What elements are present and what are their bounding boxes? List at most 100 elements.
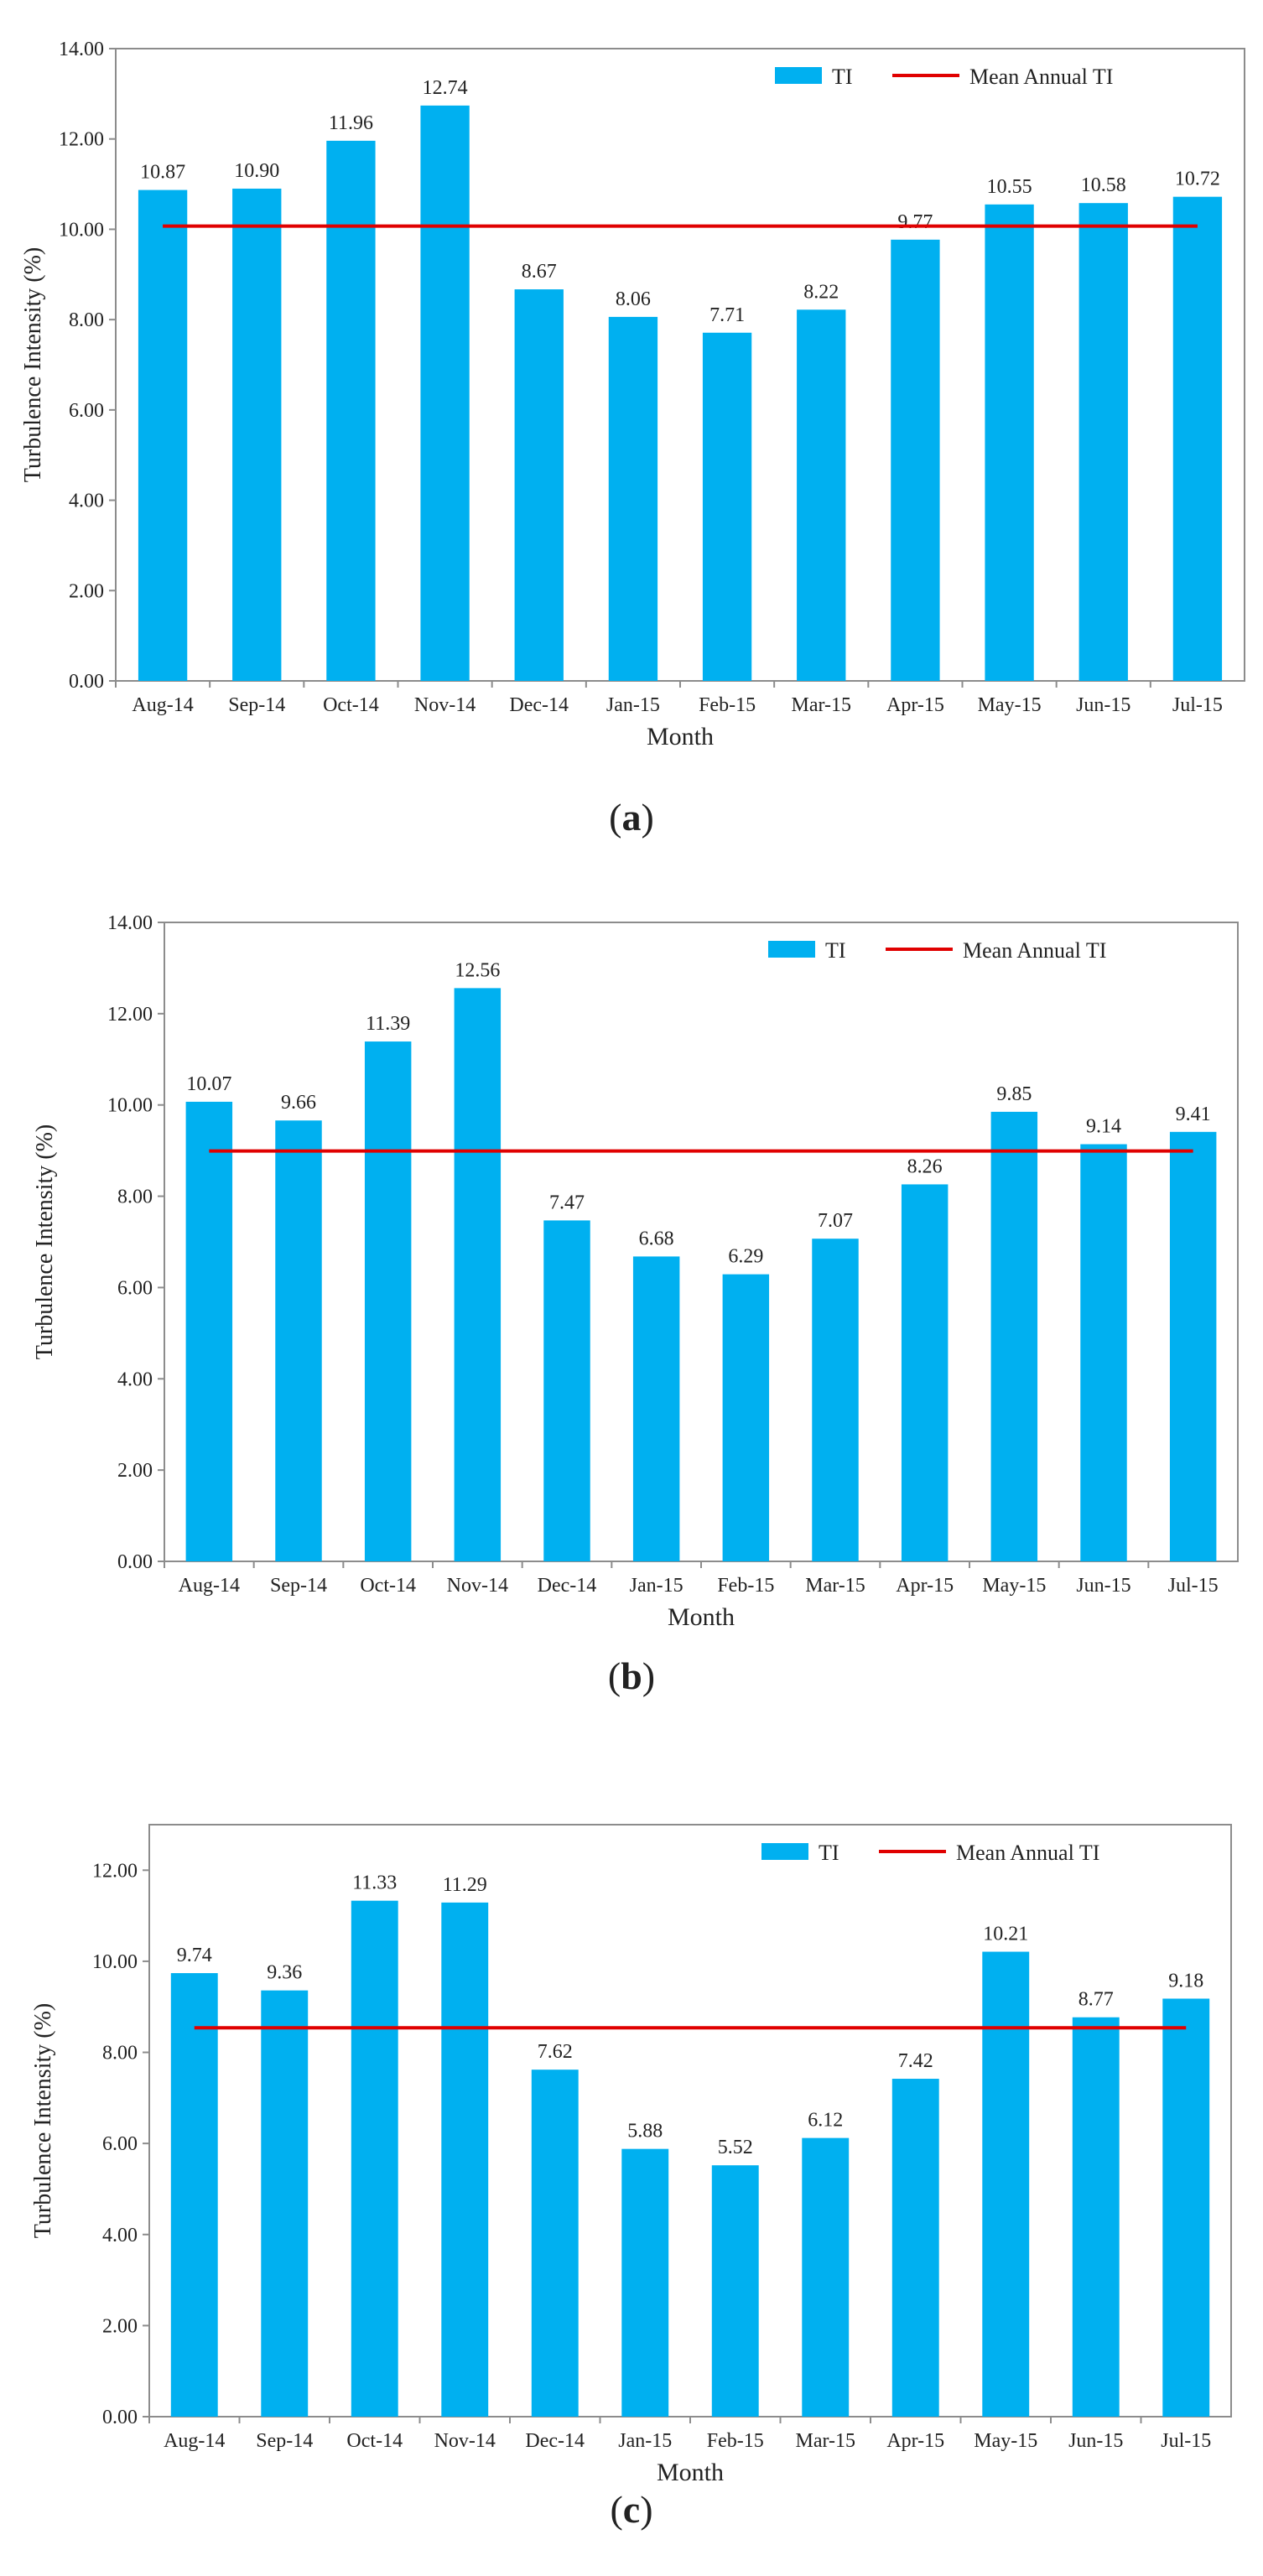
bar-value-label: 10.58	[1081, 174, 1126, 196]
y-tick-label: 10.00	[107, 1095, 153, 1117]
bar-oct-14	[351, 1900, 398, 2417]
x-tick-label: Feb-15	[699, 694, 756, 716]
y-tick-label: 10.00	[59, 219, 104, 241]
panel-label-letter: a	[622, 796, 642, 839]
y-tick-label: 12.00	[59, 129, 104, 151]
x-tick-label: Jul-15	[1168, 1575, 1219, 1597]
bar-feb-15	[711, 2165, 759, 2417]
chart-a-svg: 0.00 2.00 4.00 6.00 8.00 10.00 12.00 14.00 10.87…	[20, 39, 1245, 839]
bar-jun-15	[1072, 2017, 1120, 2417]
bar-value-label: 10.90	[234, 160, 279, 182]
bar-feb-15	[722, 1274, 770, 1561]
y-tick-label: 8.00	[102, 2043, 138, 2064]
bar-apr-15	[901, 1184, 949, 1561]
y-tick-label: 6.00	[69, 400, 104, 422]
bar-value-label: 9.36	[267, 1962, 302, 1984]
x-tick-label: Dec-14	[538, 1575, 597, 1597]
bar-value-label: 9.18	[1168, 1970, 1203, 1992]
x-tick-label: May-15	[982, 1575, 1046, 1597]
y-tick-label: 4.00	[69, 491, 104, 512]
bar-value-label: 9.77	[897, 211, 933, 233]
bar-value-label: 10.21	[983, 1924, 1028, 1945]
bar-jun-15	[1080, 1144, 1127, 1561]
y-tick-label: 0.00	[102, 2407, 138, 2428]
x-tick-label: Oct-14	[346, 2430, 403, 2452]
legend-ti-swatch	[768, 941, 815, 958]
y-tick-label: 6.00	[117, 1277, 153, 1299]
y-tick-label: 12.00	[92, 1860, 138, 1882]
panel-label-close-paren: )	[642, 796, 654, 839]
bar-value-label: 8.77	[1078, 1989, 1114, 2011]
bar-mar-15	[802, 2137, 850, 2417]
bar-value-label: 6.29	[728, 1246, 763, 1268]
y-tick-label: 6.00	[102, 2133, 138, 2155]
panel-label-open-paren: (	[609, 796, 621, 839]
x-tick-label: Apr-15	[896, 1575, 954, 1597]
panel-label-letter: b	[621, 1654, 642, 1697]
bar-value-label: 7.71	[709, 304, 745, 326]
bar-value-label: 11.29	[443, 1874, 487, 1896]
bar-value-label: 8.67	[522, 261, 557, 283]
bar-value-label: 9.14	[1086, 1116, 1121, 1138]
x-tick-label: Feb-15	[707, 2430, 764, 2452]
y-tick-label: 8.00	[69, 309, 104, 331]
bar-oct-14	[326, 140, 376, 681]
bar-feb-15	[702, 332, 752, 681]
x-tick-label: Aug-14	[164, 2430, 225, 2452]
bar-value-label: 8.22	[803, 281, 839, 303]
bar-may-15	[985, 204, 1034, 682]
x-tick-label: Jan-15	[630, 1575, 683, 1597]
chart-b-svg: 0.00 2.00 4.00 6.00 8.00 10.00 12.00 14.00 10.07…	[32, 912, 1239, 1697]
x-tick-label: Aug-14	[179, 1575, 240, 1597]
plot-area-frame	[164, 922, 1239, 1562]
x-tick-label: Jan-15	[606, 694, 660, 716]
y-tick-label: 8.00	[117, 1187, 153, 1208]
x-tick-label: Nov-14	[414, 694, 476, 716]
panel-label: (b)	[608, 1654, 655, 1697]
x-axis-title: Month	[647, 723, 714, 750]
bar-jun-15	[1078, 203, 1128, 682]
y-tick-label: 2.00	[69, 580, 104, 602]
x-tick-label: Dec-14	[525, 2430, 585, 2452]
bar-value-label: 10.55	[987, 176, 1032, 198]
y-tick-label: 2.00	[117, 1460, 153, 1482]
bar-value-label: 8.26	[907, 1156, 943, 1177]
x-tick-label: Aug-14	[132, 694, 193, 716]
legend-ti-swatch	[761, 1843, 808, 1860]
plot-area-frame	[148, 1824, 1232, 2418]
bar-value-label: 9.85	[996, 1083, 1032, 1105]
y-axis-title: Turbulence Intensity (%)	[20, 247, 46, 482]
x-tick-label: May-15	[974, 2430, 1037, 2452]
x-tick-label: Mar-15	[792, 694, 852, 716]
bar-value-label: 7.62	[538, 2041, 573, 2063]
y-axis-title: Turbulence Intensity (%)	[32, 1124, 58, 1359]
legend-ti-label: TI	[819, 1841, 839, 1865]
bar-nov-14	[454, 988, 502, 1561]
chart-panel-a: 0.00 2.00 4.00 6.00 8.00 10.00 12.00 14.00 10.87…	[0, 0, 1263, 859]
bar-dec-14	[531, 2070, 579, 2417]
bar-value-label: 7.07	[818, 1210, 853, 1232]
y-tick-label: 0.00	[69, 671, 104, 693]
x-tick-label: Sep-14	[228, 694, 285, 716]
bar-jul-15	[1169, 1131, 1217, 1561]
panel-label-letter: c	[623, 2488, 640, 2531]
bar-value-label: 12.56	[455, 959, 500, 981]
x-tick-label: Jun-15	[1076, 1575, 1130, 1597]
bar-value-label: 9.66	[281, 1092, 316, 1114]
x-tick-label: Oct-14	[323, 694, 379, 716]
x-tick-label: Apr-15	[886, 2430, 944, 2452]
legend-mean-label: Mean Annual TI	[963, 938, 1106, 963]
legend-mean-label: Mean Annual TI	[956, 1841, 1099, 1865]
legend-ti-swatch	[775, 67, 822, 84]
legend-ti-label: TI	[825, 938, 846, 963]
bar-value-label: 6.68	[639, 1228, 674, 1249]
bar-dec-14	[514, 289, 564, 681]
bar-sep-14	[275, 1120, 322, 1561]
y-tick-label: 2.00	[102, 2315, 138, 2337]
bar-jan-15	[621, 2148, 669, 2417]
x-tick-label: Dec-14	[509, 694, 569, 716]
x-tick-label: May-15	[978, 694, 1042, 716]
x-tick-label: Jul-15	[1172, 694, 1223, 716]
y-tick-label: 4.00	[102, 2225, 138, 2246]
x-axis-title: Month	[657, 2459, 724, 2486]
